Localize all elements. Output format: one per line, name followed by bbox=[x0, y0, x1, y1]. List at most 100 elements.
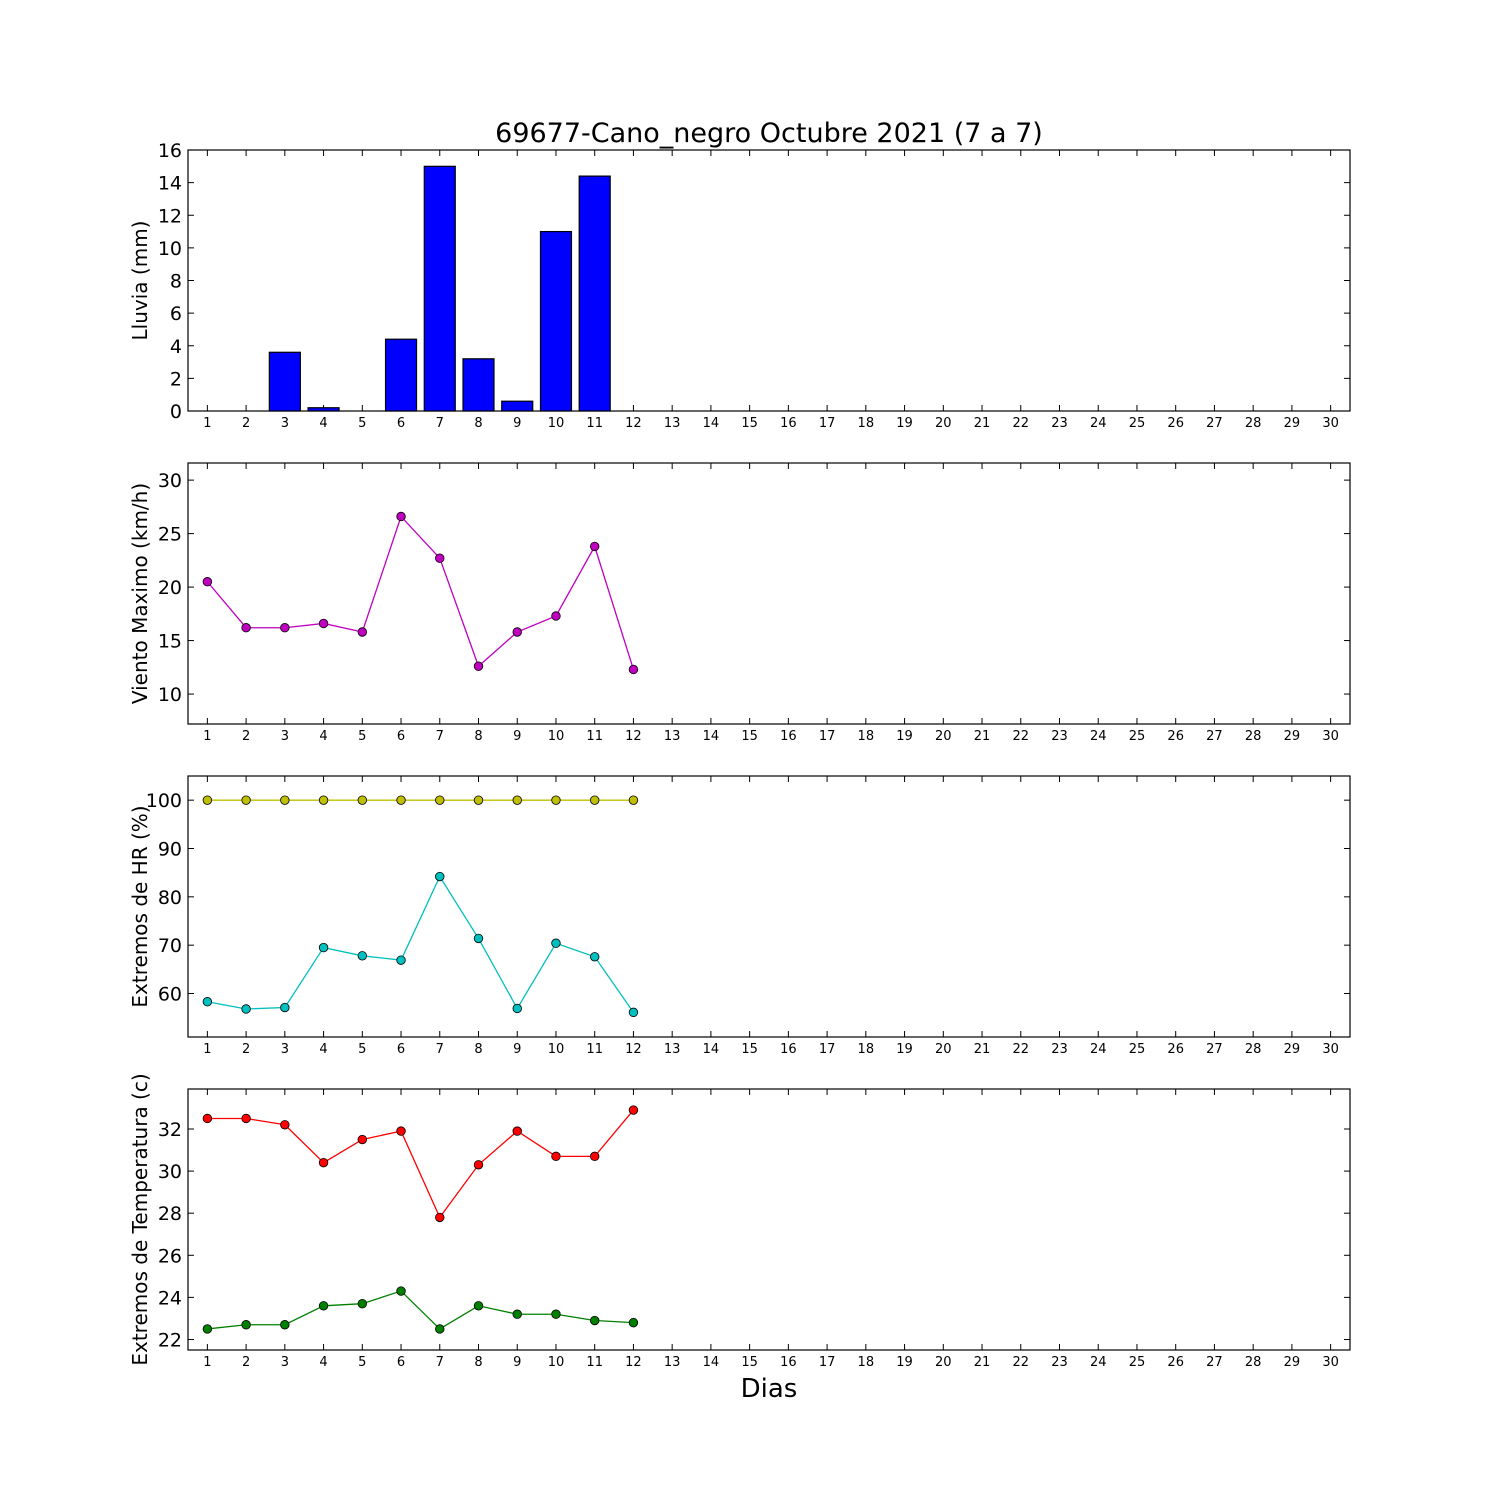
x-tick-label: 2 bbox=[242, 416, 250, 431]
series-line-1 bbox=[206, 515, 635, 670]
x-tick-label: 14 bbox=[703, 1355, 720, 1370]
data-point bbox=[357, 951, 368, 961]
series-line-1 bbox=[207, 1109, 634, 1219]
x-tick-label: 13 bbox=[664, 1355, 681, 1370]
data-point bbox=[241, 795, 251, 805]
x-tick-label: 25 bbox=[1129, 729, 1146, 744]
x-tick-label: 19 bbox=[896, 1042, 913, 1057]
y-tick-label: 32 bbox=[158, 1119, 182, 1141]
x-tick-label: 6 bbox=[397, 1355, 405, 1370]
x-tick-label: 7 bbox=[436, 1042, 444, 1057]
data-point bbox=[512, 1309, 522, 1319]
x-tick-label: 30 bbox=[1322, 1042, 1339, 1057]
bar-day-8 bbox=[462, 358, 495, 412]
data-point bbox=[473, 661, 484, 671]
data-point bbox=[357, 627, 368, 637]
data-point bbox=[396, 511, 406, 522]
x-tick-label: 1 bbox=[203, 729, 211, 744]
x-tick-label: 28 bbox=[1245, 1355, 1262, 1370]
plot-area bbox=[187, 1088, 1351, 1351]
x-tick-label: 21 bbox=[974, 1355, 991, 1370]
bar-day-6 bbox=[384, 338, 418, 412]
x-tick-label: 1 bbox=[203, 416, 211, 431]
data-point bbox=[512, 1126, 522, 1136]
data-point bbox=[280, 1002, 290, 1013]
data-point bbox=[280, 1320, 290, 1330]
y-tick-label: 2 bbox=[170, 368, 182, 390]
x-tick-label: 5 bbox=[358, 1355, 366, 1370]
data-point bbox=[435, 1212, 445, 1223]
data-point bbox=[318, 795, 329, 805]
data-point bbox=[396, 1126, 406, 1136]
x-tick-label: 17 bbox=[819, 1355, 836, 1370]
y-tick-label: 24 bbox=[158, 1287, 182, 1309]
bar-day-9 bbox=[501, 400, 534, 412]
y-tick-label: 10 bbox=[158, 684, 182, 706]
x-tick-label: 11 bbox=[586, 729, 603, 744]
x-tick-label: 19 bbox=[896, 416, 913, 431]
y-tick-label: 15 bbox=[158, 631, 182, 653]
x-tick-label: 22 bbox=[1012, 416, 1029, 431]
x-tick-label: 6 bbox=[397, 729, 405, 744]
x-tick-label: 2 bbox=[242, 729, 250, 744]
x-tick-label: 30 bbox=[1322, 416, 1339, 431]
x-tick-label: 8 bbox=[474, 729, 482, 744]
x-tick-label: 11 bbox=[586, 1042, 603, 1057]
x-tick-label: 23 bbox=[1051, 1355, 1068, 1370]
x-tick-label: 18 bbox=[858, 1042, 875, 1057]
x-tick-label: 22 bbox=[1012, 1042, 1029, 1057]
x-tick-label: 10 bbox=[548, 1355, 565, 1370]
x-tick-label: 12 bbox=[625, 416, 642, 431]
data-point bbox=[357, 1134, 368, 1145]
data-point bbox=[318, 1301, 329, 1311]
x-tick-label: 15 bbox=[741, 416, 758, 431]
x-tick-label: 16 bbox=[780, 416, 797, 431]
x-tick-label: 7 bbox=[436, 729, 444, 744]
x-tick-label: 12 bbox=[625, 1355, 642, 1370]
x-tick-label: 8 bbox=[474, 1355, 482, 1370]
y-tick-label: 4 bbox=[170, 336, 182, 358]
data-point bbox=[202, 1113, 213, 1124]
x-tick-label: 22 bbox=[1012, 729, 1029, 744]
plot-area bbox=[187, 149, 1351, 412]
x-tick-label: 26 bbox=[1167, 416, 1184, 431]
x-tick-label: 9 bbox=[513, 729, 521, 744]
x-tick-label: 2 bbox=[242, 1355, 250, 1370]
x-tick-label: 21 bbox=[974, 729, 991, 744]
x-tick-label: 10 bbox=[548, 1042, 565, 1057]
x-tick-label: 23 bbox=[1051, 416, 1068, 431]
data-point bbox=[590, 1315, 600, 1326]
y-tick-label: 16 bbox=[158, 140, 182, 162]
x-tick-label: 20 bbox=[935, 416, 952, 431]
data-point bbox=[590, 541, 600, 552]
y-tick-label: 60 bbox=[158, 984, 182, 1006]
y-axis-label: Lluvia (mm) bbox=[128, 221, 152, 341]
bar-day-7 bbox=[423, 165, 456, 412]
x-tick-label: 20 bbox=[935, 1355, 952, 1370]
x-tick-label: 6 bbox=[397, 416, 405, 431]
x-tick-label: 2 bbox=[242, 1042, 250, 1057]
x-tick-label: 28 bbox=[1245, 1042, 1262, 1057]
x-tick-label: 12 bbox=[625, 1042, 642, 1057]
x-tick-label: 3 bbox=[281, 1355, 289, 1370]
data-point bbox=[357, 1298, 368, 1309]
x-tick-label: 16 bbox=[780, 1355, 797, 1370]
x-tick-label: 14 bbox=[703, 416, 720, 431]
data-point bbox=[551, 938, 561, 948]
data-point bbox=[590, 952, 600, 962]
data-point bbox=[512, 627, 522, 637]
data-point bbox=[202, 577, 213, 587]
x-tick-label: 20 bbox=[935, 1042, 952, 1057]
y-tick-label: 90 bbox=[158, 839, 182, 861]
data-point bbox=[396, 795, 406, 805]
data-point bbox=[551, 1309, 561, 1319]
x-tick-label: 5 bbox=[358, 1042, 366, 1057]
x-tick-label: 10 bbox=[548, 729, 565, 744]
x-tick-label: 17 bbox=[819, 1042, 836, 1057]
x-tick-label: 5 bbox=[358, 416, 366, 431]
y-tick-label: 30 bbox=[158, 1161, 182, 1183]
data-point bbox=[435, 871, 445, 882]
data-point bbox=[396, 955, 406, 965]
